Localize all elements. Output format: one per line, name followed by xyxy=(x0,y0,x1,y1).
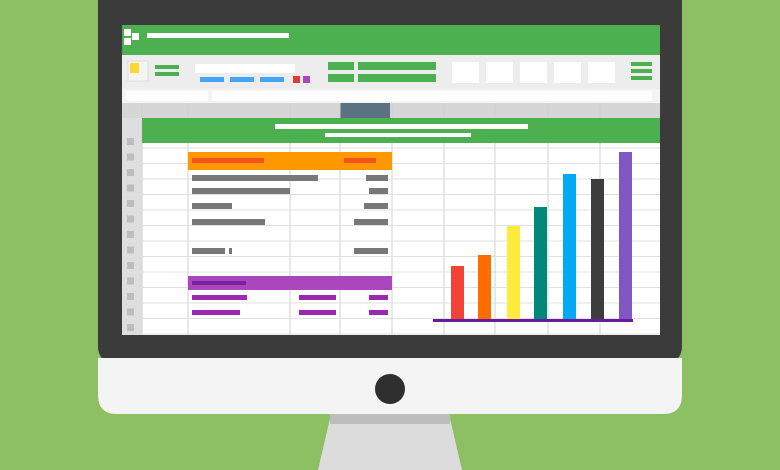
row-text xyxy=(192,310,240,315)
row-text xyxy=(369,295,388,300)
tool-icon xyxy=(260,77,284,82)
tool-button[interactable] xyxy=(588,62,615,83)
monitor-stand xyxy=(318,410,462,470)
row-text xyxy=(192,219,265,225)
total-text xyxy=(192,281,246,285)
header-text xyxy=(344,158,376,163)
tool-icon xyxy=(358,62,436,70)
chart-axis-graphic xyxy=(433,319,633,322)
app-title-bar xyxy=(147,33,289,38)
tool-icon xyxy=(293,76,300,83)
row-number-icon xyxy=(127,169,134,176)
row-number-icon xyxy=(127,293,134,300)
chart-bar-graphic xyxy=(478,255,491,320)
power-button xyxy=(375,374,405,404)
total-band xyxy=(188,276,392,290)
tool-button[interactable] xyxy=(554,62,581,83)
row-number-icon xyxy=(127,277,134,285)
app-icon xyxy=(124,38,131,45)
selected-column xyxy=(340,103,390,118)
row-text xyxy=(229,248,232,254)
row-text xyxy=(299,295,336,300)
row-number-icon xyxy=(127,215,134,223)
menu-icon[interactable] xyxy=(631,62,652,66)
font-box xyxy=(195,64,295,73)
header-text xyxy=(192,158,264,163)
tool-icon xyxy=(155,65,179,69)
tool-icon xyxy=(200,77,224,82)
sheet-title-line xyxy=(275,124,528,129)
row-number-icon xyxy=(127,231,134,238)
tool-icon xyxy=(155,72,179,76)
chart-bar-graphic xyxy=(507,226,520,320)
row-text xyxy=(364,203,388,209)
chart-bar-graphic xyxy=(619,152,632,320)
chart-bar-graphic xyxy=(563,174,576,320)
row-text xyxy=(354,219,388,225)
row-text xyxy=(192,295,247,300)
row-text xyxy=(354,248,388,254)
tool-icon xyxy=(328,74,354,82)
table-header xyxy=(188,152,392,170)
row-text xyxy=(192,248,225,254)
row-header-column xyxy=(122,118,142,335)
row-text xyxy=(366,175,388,181)
tool-button[interactable] xyxy=(452,62,479,83)
row-text xyxy=(369,188,388,194)
name-box xyxy=(126,91,208,101)
sheet-title-band xyxy=(142,118,660,143)
column-header-row xyxy=(122,103,660,118)
tool-icon xyxy=(230,77,254,82)
app-icon xyxy=(132,33,139,40)
row-text xyxy=(299,310,336,315)
row-text xyxy=(369,310,388,315)
row-number-icon xyxy=(127,138,134,145)
row-number-icon xyxy=(127,184,134,192)
chart-bar-graphic xyxy=(451,266,464,320)
tool-button[interactable] xyxy=(486,62,513,83)
row-text xyxy=(192,188,290,194)
tool-button[interactable] xyxy=(520,62,547,83)
app-icon xyxy=(124,29,131,36)
row-text xyxy=(192,203,232,209)
sheet-title-line xyxy=(325,133,471,137)
row-number-icon xyxy=(127,262,134,269)
tool-icon xyxy=(358,74,436,82)
row-number-icon xyxy=(127,153,134,161)
row-number-icon xyxy=(127,324,134,331)
tool-icon xyxy=(303,76,310,83)
row-text xyxy=(192,175,318,181)
row-number-icon xyxy=(127,246,134,254)
row-number-icon xyxy=(127,308,134,316)
tool-icon xyxy=(130,63,139,73)
menu-icon[interactable] xyxy=(631,76,652,80)
formula-box xyxy=(212,91,652,101)
chart-bar-graphic xyxy=(591,179,604,320)
chart-bar-graphic xyxy=(534,207,547,320)
tool-icon xyxy=(328,62,354,70)
menu-icon[interactable] xyxy=(631,69,652,73)
row-number-icon xyxy=(127,200,134,207)
app-header xyxy=(122,25,660,55)
